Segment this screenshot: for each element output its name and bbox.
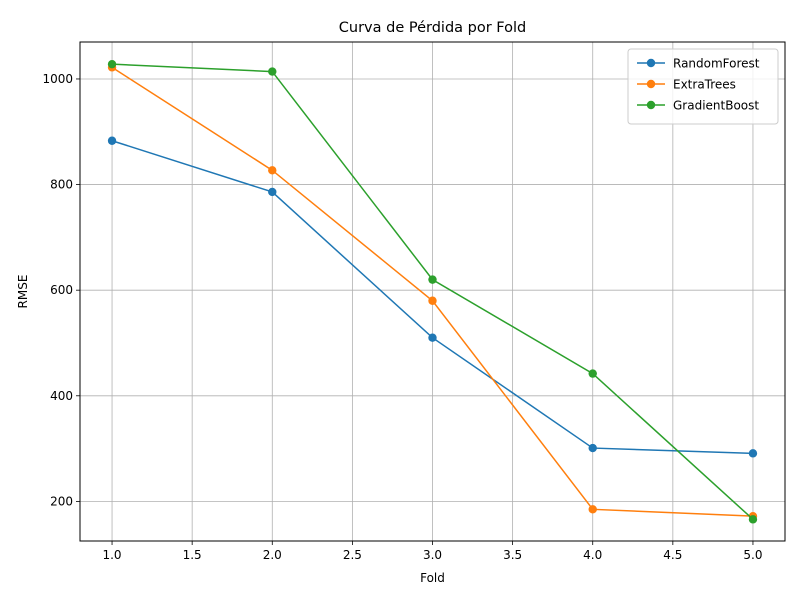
data-point [588, 505, 597, 514]
data-point [588, 369, 597, 378]
legend-box [627, 48, 779, 125]
x-tick-label: 2.5 [343, 548, 362, 562]
data-point [748, 515, 758, 524]
data-point [428, 333, 437, 342]
x-tick-label: 1.0 [102, 548, 121, 562]
series-randomforest [107, 136, 758, 458]
series-gradientboost [107, 59, 758, 524]
legend-label: GradientBoost [673, 99, 759, 113]
legend-label: RandomForest [673, 57, 760, 71]
axis-ticks: 1.0 1.5 2.0 2.5 3.0 3.5 4.0 4.5 5.0 200 400 600 800 1… [42, 72, 762, 562]
data-point [107, 136, 117, 145]
legend: RandomForest ExtraTrees GradientBoost [627, 48, 779, 125]
x-tick-label: 3.0 [423, 548, 442, 562]
chart-title: Curva de Pérdida por Fold [339, 20, 526, 36]
grid [80, 42, 785, 541]
data-point [107, 59, 117, 69]
series-group [107, 59, 758, 524]
data-point [268, 187, 277, 197]
x-tick-label: 4.5 [663, 548, 682, 562]
data-point [428, 296, 437, 305]
data-point [268, 166, 277, 175]
legend-marker-swatch [646, 58, 656, 68]
legend-item: RandomForest [637, 57, 760, 71]
y-tick-label: 800 [50, 178, 73, 192]
legend-marker-swatch [646, 100, 656, 110]
x-tick-label: 3.5 [503, 548, 522, 562]
plot-area-frame [79, 41, 786, 542]
x-axis-label: Fold [420, 571, 445, 585]
legend-item: GradientBoost [637, 99, 759, 113]
y-tick-label: 1000 [42, 72, 73, 86]
y-tick-label: 200 [50, 494, 73, 508]
x-tick-label: 5.0 [743, 548, 762, 562]
y-tick-label: 400 [50, 389, 73, 403]
legend-item: ExtraTrees [637, 78, 736, 92]
y-tick-label: 600 [50, 283, 73, 297]
data-point [748, 449, 758, 458]
x-tick-label: 2.0 [263, 548, 282, 562]
data-point [588, 443, 597, 453]
data-point [428, 275, 437, 284]
legend-label: ExtraTrees [673, 78, 736, 92]
legend-marker-swatch [646, 79, 656, 89]
x-tick-label: 4.0 [583, 548, 602, 562]
y-axis-label: RMSE [16, 275, 30, 309]
data-point [268, 67, 277, 76]
x-tick-label: 1.5 [183, 548, 202, 562]
